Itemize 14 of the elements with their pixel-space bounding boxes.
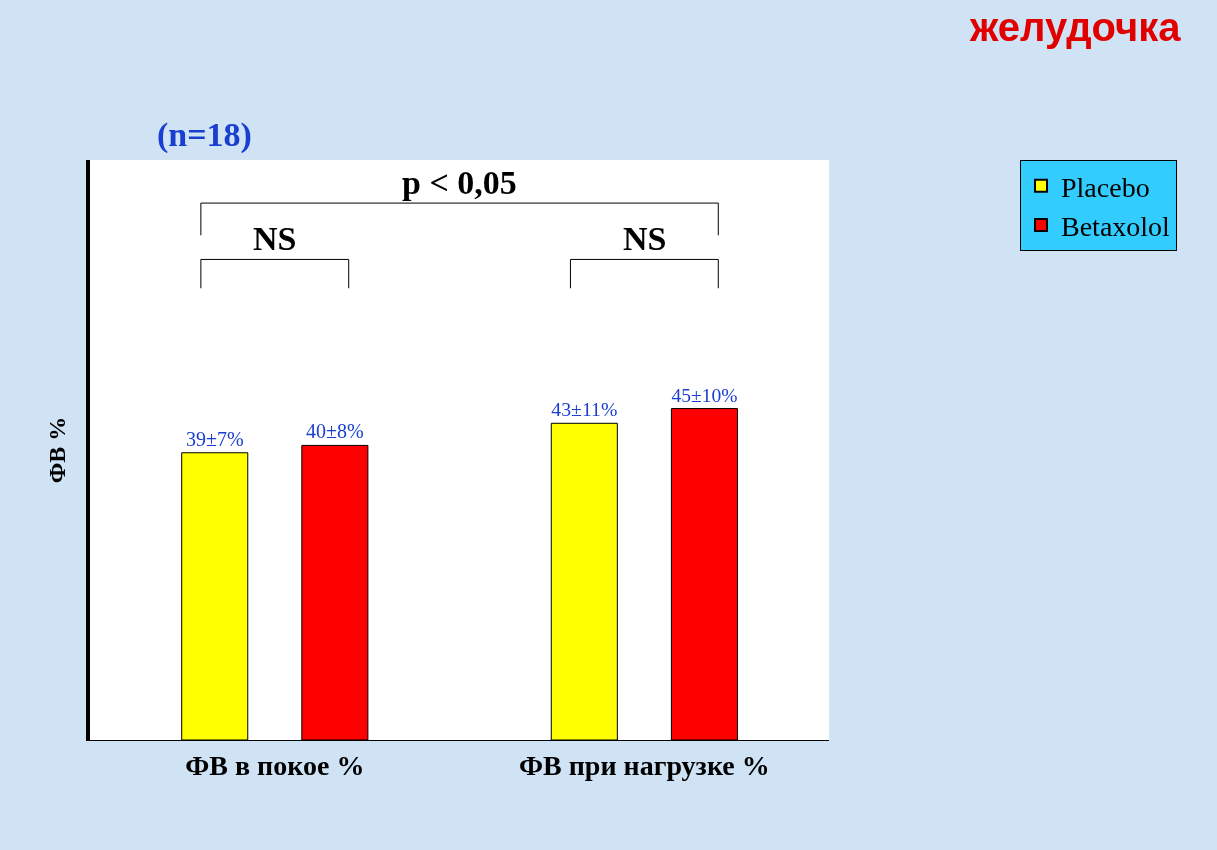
text: NS bbox=[623, 220, 667, 257]
text: желудочка bbox=[968, 4, 1182, 49]
data-label: 40±8% bbox=[306, 420, 364, 443]
text: (n=18) bbox=[157, 116, 252, 154]
legend-label: Betaxolol bbox=[1061, 211, 1171, 243]
x-tick-label: ФВ в покое % bbox=[185, 749, 365, 781]
data-label: 43±11% bbox=[551, 398, 618, 421]
text: p < 0,05 bbox=[402, 164, 517, 201]
legend-label: Placebo bbox=[1061, 171, 1150, 203]
data-label: 39±7% bbox=[185, 427, 244, 450]
y-axis-title: ФВ % bbox=[43, 416, 70, 484]
text: NS bbox=[253, 220, 297, 257]
x-tick-label: ФВ при нагрузке % bbox=[519, 749, 770, 781]
data-label: 45±10% bbox=[671, 384, 738, 406]
